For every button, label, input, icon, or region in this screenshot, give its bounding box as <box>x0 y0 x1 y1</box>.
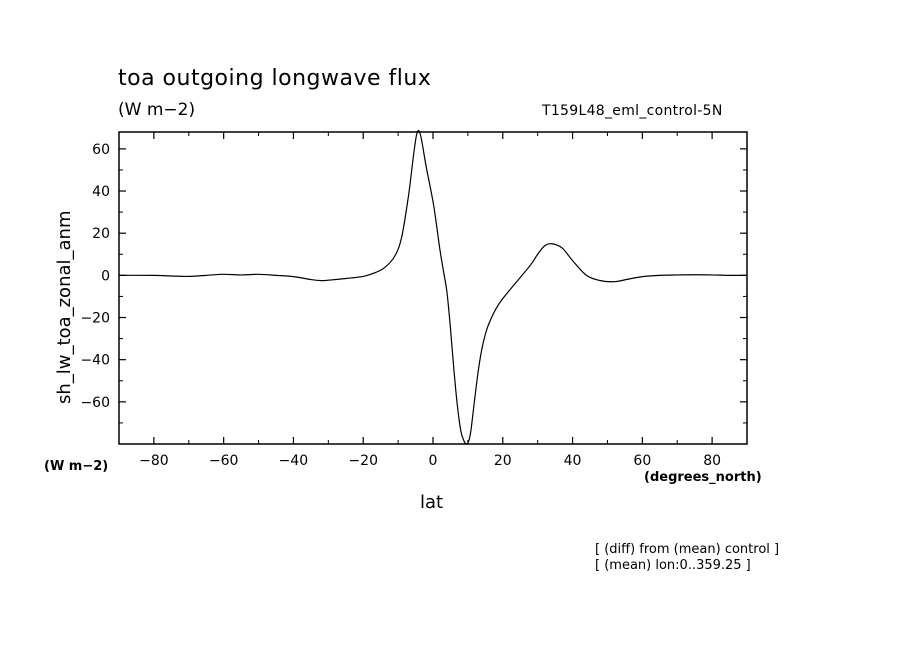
y-tick-label: −40 <box>80 353 110 369</box>
y-axis-units: (W m−2) <box>44 459 109 474</box>
y-tick-label: 20 <box>92 226 110 242</box>
y-tick-label: 60 <box>92 142 110 158</box>
y-tick-label: 0 <box>101 268 110 284</box>
x-axis-units: (degrees_north) <box>644 470 762 485</box>
axis-tick-labels: −80 −60 −40 −20 0 20 40 60 80 −60 −40 −20 0 20 40 60 <box>80 142 721 469</box>
y-tick-label: −20 <box>80 311 110 327</box>
title-units: (W m−2) <box>118 100 196 120</box>
x-tick-label: −80 <box>139 453 169 469</box>
series-line <box>118 130 748 445</box>
x-tick-label: 60 <box>633 453 651 469</box>
plot-frame <box>118 131 748 445</box>
x-tick-label: 0 <box>429 453 438 469</box>
chart-title: toa outgoing longwave flux <box>118 66 432 91</box>
x-tick-label: 20 <box>494 453 512 469</box>
mean-note: [ (mean) lon:0..359.25 ] <box>595 558 751 573</box>
diff-note: [ (diff) from (mean) control ] <box>595 542 780 557</box>
x-tick-label: 40 <box>564 453 582 469</box>
x-tick-label: −20 <box>348 453 378 469</box>
y-tick-label: −60 <box>80 395 110 411</box>
run-label: T159L48_eml_control-5N <box>542 103 723 119</box>
x-tick-label: 80 <box>703 453 721 469</box>
x-axis-label: lat <box>420 492 444 513</box>
x-tick-label: −40 <box>279 453 309 469</box>
x-tick-label: −60 <box>209 453 239 469</box>
y-tick-label: 40 <box>92 184 110 200</box>
axis-ticks <box>118 132 748 444</box>
